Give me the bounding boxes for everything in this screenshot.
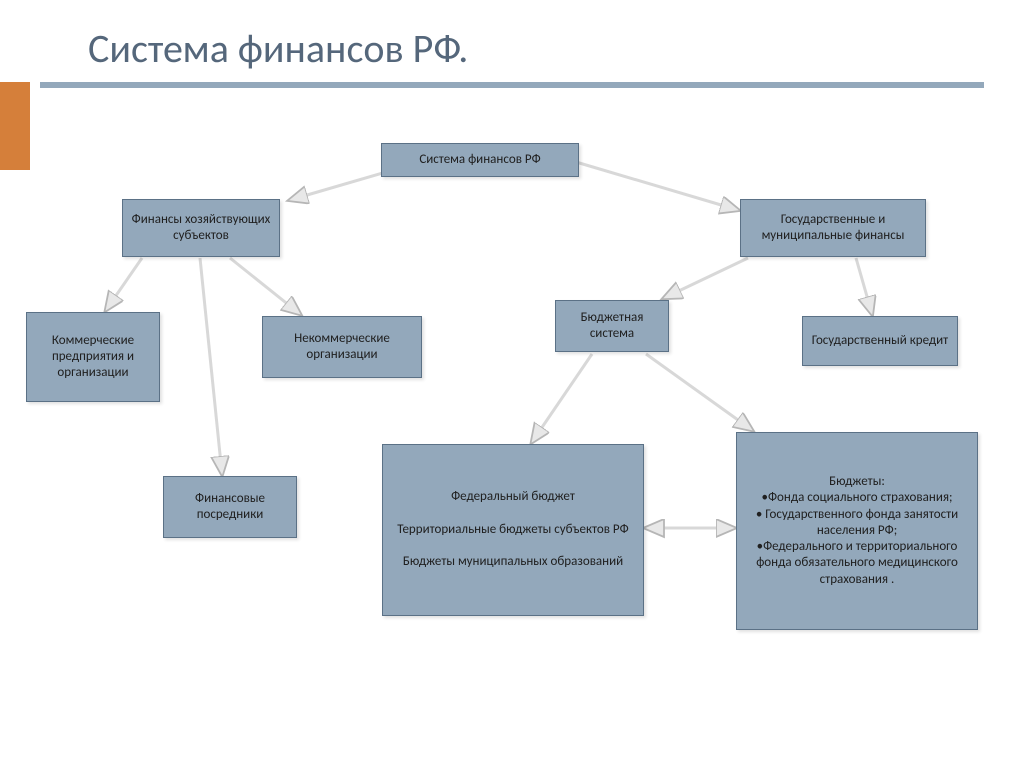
node-finpos: Финансовые посредники	[163, 476, 297, 538]
node-root: Система финансов РФ	[381, 143, 579, 177]
node-nekomm: Некоммерческие организации	[262, 316, 422, 378]
node-komm: Коммерческие предприятия и организации	[26, 312, 160, 402]
edge-hoz-nekomm	[230, 258, 300, 314]
node-budlist: Федеральный бюджетТерриториальные бюджет…	[382, 444, 644, 616]
edge-budsys-funds	[646, 354, 752, 430]
node-label: Финансы хозяйствующих субъектов	[131, 212, 271, 245]
node-label: Бюджеты:•Фонда социального страхования;•…	[745, 474, 969, 588]
page-title: Система финансов РФ.	[88, 24, 468, 73]
node-label: Система финансов РФ	[390, 152, 570, 168]
node-budsys: Бюджетная система	[555, 300, 669, 352]
node-funds: Бюджеты:•Фонда социального страхования;•…	[736, 432, 978, 630]
node-label: Государственные и муниципальные финансы	[749, 212, 917, 245]
node-label: Государственный кредит	[811, 333, 949, 349]
node-label: Некоммерческие организации	[271, 331, 413, 364]
node-label: Коммерческие предприятия и организации	[35, 333, 151, 382]
edge-gos-goskred	[856, 258, 872, 314]
node-hoz: Финансы хозяйствующих субъектов	[122, 199, 280, 257]
edge-gos-budsys	[664, 258, 748, 298]
node-label: Федеральный бюджетТерриториальные бюджет…	[391, 489, 635, 570]
accent-bar	[0, 82, 30, 170]
node-goskred: Государственный кредит	[802, 316, 958, 366]
node-label: Финансовые посредники	[172, 491, 288, 524]
edge-root-gos	[576, 162, 738, 210]
edge-budsys-budlist	[532, 354, 592, 442]
title-rule	[40, 82, 984, 88]
node-gos: Государственные и муниципальные финансы	[740, 199, 926, 257]
edge-hoz-finpos	[200, 258, 222, 474]
edge-root-hoz	[290, 172, 386, 200]
node-label: Бюджетная система	[564, 310, 660, 343]
edge-hoz-komm	[106, 258, 142, 310]
